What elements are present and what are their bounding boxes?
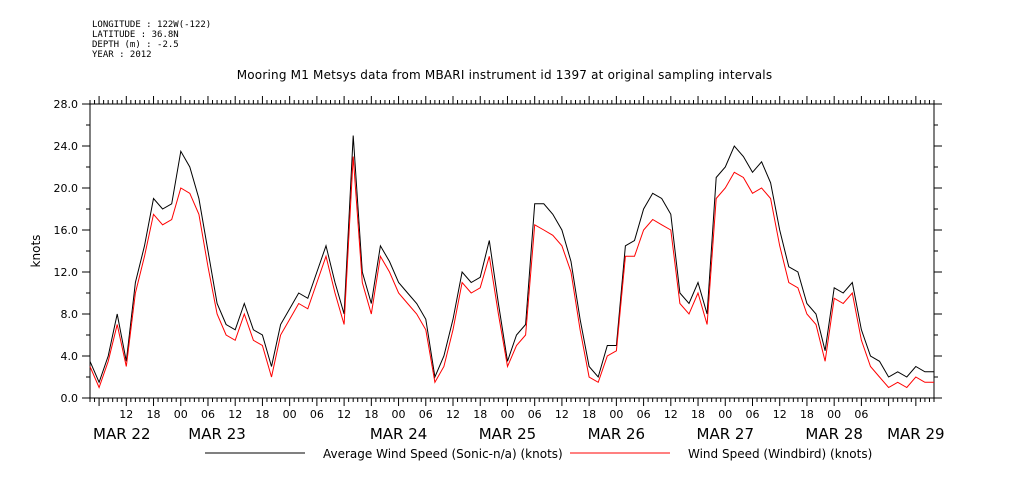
chart-axes: 0.0 4.0 8.0 12.0 16.0 20.0 24.0 28.0 knots 12 18 00…	[29, 96, 945, 443]
plot-frame	[89, 103, 935, 399]
x-hour-label: 06	[419, 408, 433, 421]
x-date-label: MAR 28	[805, 425, 862, 443]
x-hour-label: 06	[201, 408, 215, 421]
x-hour-label: 12	[446, 408, 460, 421]
x-hour-label: 18	[473, 408, 487, 421]
legend-label-series-2: Wind Speed (Windbird) (knots)	[688, 447, 872, 461]
x-date-label: MAR 26	[588, 425, 645, 443]
y-tick-label: 20.0	[54, 182, 79, 195]
x-hour-label: 18	[582, 408, 596, 421]
depth-text: DEPTH (m) : -2.5	[92, 40, 179, 50]
x-hour-label: 18	[364, 408, 378, 421]
x-hour-label: 12	[337, 408, 351, 421]
x-hour-label: 12	[773, 408, 787, 421]
y-tick-label: 4.0	[61, 350, 79, 363]
x-date-label: MAR 24	[370, 425, 427, 443]
x-hour-label: 18	[255, 408, 269, 421]
x-hour-label: 12	[664, 408, 678, 421]
x-hour-label: 00	[500, 408, 514, 421]
x-hour-label: 06	[637, 408, 651, 421]
y-tick-label: 24.0	[54, 140, 79, 153]
x-date-label: MAR 22	[93, 425, 150, 443]
location-metadata: LONGITUDE : 122W(-122) LATITUDE : 36.8N …	[92, 20, 211, 60]
x-date-label: MAR 23	[188, 425, 245, 443]
longitude-text: LONGITUDE : 122W(-122)	[92, 20, 212, 30]
x-hour-label: 18	[147, 408, 161, 421]
series-line-windbird-speed	[89, 156, 934, 389]
x-date-label: MAR 27	[697, 425, 754, 443]
x-hour-label: 12	[119, 408, 133, 421]
x-date-label: MAR 25	[479, 425, 536, 443]
y-tick-label: 16.0	[54, 224, 79, 237]
x-hour-label: 06	[854, 408, 868, 421]
x-hour-label: 06	[528, 408, 542, 421]
x-hour-label: 00	[283, 408, 297, 421]
series-line-average-wind-speed	[89, 135, 934, 384]
x-hour-label: 00	[392, 408, 406, 421]
x-date-label: MAR 29	[887, 425, 944, 443]
x-hour-label: 00	[718, 408, 732, 421]
series-layer	[89, 135, 934, 389]
x-hour-label: 18	[800, 408, 814, 421]
y-axis-label: knots	[29, 235, 43, 268]
x-hour-label: 00	[827, 408, 841, 421]
chart-legend: Average Wind Speed (Sonic-n/a) (knots) Wi…	[205, 447, 872, 461]
legend-label-series-1: Average Wind Speed (Sonic-n/a) (knots)	[323, 447, 563, 461]
x-hour-label: 12	[228, 408, 242, 421]
chart-title: Mooring M1 Metsys data from MBARI instru…	[236, 68, 773, 82]
y-tick-label: 8.0	[61, 308, 79, 321]
y-tick-label: 0.0	[61, 392, 79, 405]
x-hour-label: 12	[555, 408, 569, 421]
x-hour-label: 00	[609, 408, 623, 421]
x-hour-label: 06	[745, 408, 759, 421]
latitude-text: LATITUDE : 36.8N	[92, 30, 179, 40]
y-tick-label: 12.0	[54, 266, 79, 279]
x-hour-label: 00	[174, 408, 188, 421]
x-hour-label: 18	[691, 408, 705, 421]
year-text: YEAR : 2012	[92, 50, 152, 60]
y-tick-label: 28.0	[54, 98, 79, 111]
x-hour-label: 06	[310, 408, 324, 421]
